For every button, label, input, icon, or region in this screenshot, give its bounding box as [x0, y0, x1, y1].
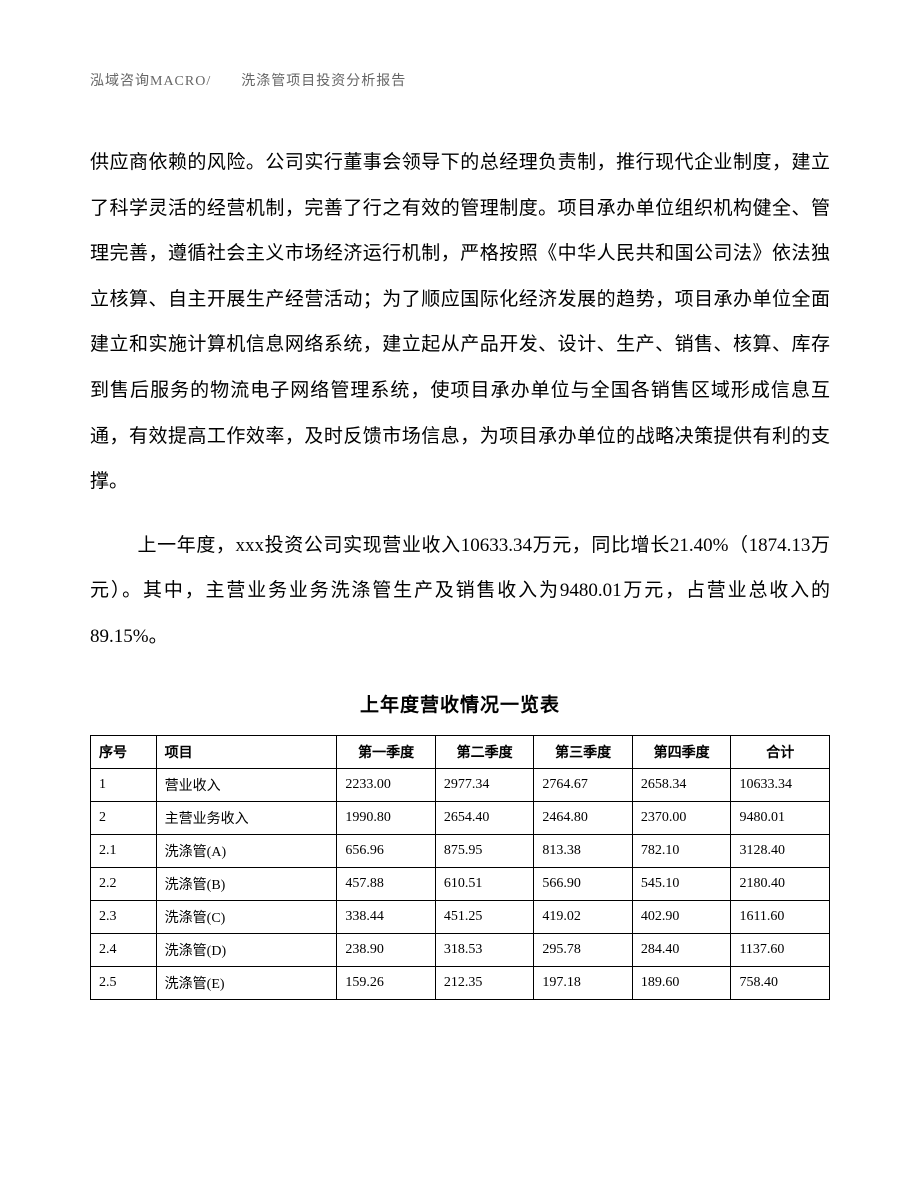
table-cell: 2464.80 — [534, 801, 633, 834]
table-cell: 2.2 — [91, 867, 157, 900]
table-cell: 2233.00 — [337, 768, 436, 801]
table-cell: 洗涤管(A) — [156, 834, 337, 867]
table-cell: 338.44 — [337, 900, 436, 933]
table-cell: 10633.34 — [731, 768, 830, 801]
table-cell: 782.10 — [632, 834, 731, 867]
table-cell: 545.10 — [632, 867, 731, 900]
table-cell: 656.96 — [337, 834, 436, 867]
table-cell: 189.60 — [632, 966, 731, 999]
table-cell: 457.88 — [337, 867, 436, 900]
table-cell: 284.40 — [632, 933, 731, 966]
table-cell: 2764.67 — [534, 768, 633, 801]
table-cell: 洗涤管(E) — [156, 966, 337, 999]
table-cell: 813.38 — [534, 834, 633, 867]
table-cell: 2.1 — [91, 834, 157, 867]
table-cell: 2.3 — [91, 900, 157, 933]
table-cell: 2658.34 — [632, 768, 731, 801]
table-row: 1 营业收入 2233.00 2977.34 2764.67 2658.34 1… — [91, 768, 830, 801]
table-cell: 159.26 — [337, 966, 436, 999]
paragraph-1: 供应商依赖的风险。公司实行董事会领导下的总经理负责制，推行现代企业制度，建立了科… — [90, 140, 830, 505]
table-header-q3: 第三季度 — [534, 735, 633, 768]
table-cell: 2.4 — [91, 933, 157, 966]
table-row: 2.5 洗涤管(E) 159.26 212.35 197.18 189.60 7… — [91, 966, 830, 999]
table-cell: 2.5 — [91, 966, 157, 999]
table-header-q2: 第二季度 — [435, 735, 534, 768]
revenue-table: 序号 项目 第一季度 第二季度 第三季度 第四季度 合计 1 营业收入 2233… — [90, 735, 830, 1000]
table-cell: 758.40 — [731, 966, 830, 999]
table-cell: 402.90 — [632, 900, 731, 933]
table-row: 2.3 洗涤管(C) 338.44 451.25 419.02 402.90 1… — [91, 900, 830, 933]
table-cell: 610.51 — [435, 867, 534, 900]
table-cell: 洗涤管(B) — [156, 867, 337, 900]
table-cell: 2 — [91, 801, 157, 834]
table-cell: 875.95 — [435, 834, 534, 867]
table-cell: 2370.00 — [632, 801, 731, 834]
table-cell: 9480.01 — [731, 801, 830, 834]
table-cell: 洗涤管(C) — [156, 900, 337, 933]
table-row: 2.2 洗涤管(B) 457.88 610.51 566.90 545.10 2… — [91, 867, 830, 900]
table-cell: 2180.40 — [731, 867, 830, 900]
table-cell: 318.53 — [435, 933, 534, 966]
table-row: 2.4 洗涤管(D) 238.90 318.53 295.78 284.40 1… — [91, 933, 830, 966]
table-header-q1: 第一季度 — [337, 735, 436, 768]
table-header-seq: 序号 — [91, 735, 157, 768]
table-cell: 营业收入 — [156, 768, 337, 801]
table-cell: 洗涤管(D) — [156, 933, 337, 966]
table-cell: 主营业务收入 — [156, 801, 337, 834]
table-cell: 1611.60 — [731, 900, 830, 933]
table-cell: 451.25 — [435, 900, 534, 933]
table-cell: 295.78 — [534, 933, 633, 966]
table-header-q4: 第四季度 — [632, 735, 731, 768]
table-cell: 566.90 — [534, 867, 633, 900]
table-cell: 419.02 — [534, 900, 633, 933]
page-header: 泓域咨询MACRO/ 洗涤管项目投资分析报告 — [90, 70, 830, 90]
table-row: 2 主营业务收入 1990.80 2654.40 2464.80 2370.00… — [91, 801, 830, 834]
table-cell: 2654.40 — [435, 801, 534, 834]
table-header-item: 项目 — [156, 735, 337, 768]
table-cell: 238.90 — [337, 933, 436, 966]
table-cell: 197.18 — [534, 966, 633, 999]
table-header-row: 序号 项目 第一季度 第二季度 第三季度 第四季度 合计 — [91, 735, 830, 768]
table-cell: 2977.34 — [435, 768, 534, 801]
table-row: 2.1 洗涤管(A) 656.96 875.95 813.38 782.10 3… — [91, 834, 830, 867]
table-header-total: 合计 — [731, 735, 830, 768]
table-cell: 1990.80 — [337, 801, 436, 834]
table-cell: 212.35 — [435, 966, 534, 999]
table-cell: 1 — [91, 768, 157, 801]
table-cell: 1137.60 — [731, 933, 830, 966]
table-title: 上年度营收情况一览表 — [90, 690, 830, 717]
paragraph-2: 上一年度，xxx投资公司实现营业收入10633.34万元，同比增长21.40%（… — [90, 523, 830, 660]
table-cell: 3128.40 — [731, 834, 830, 867]
